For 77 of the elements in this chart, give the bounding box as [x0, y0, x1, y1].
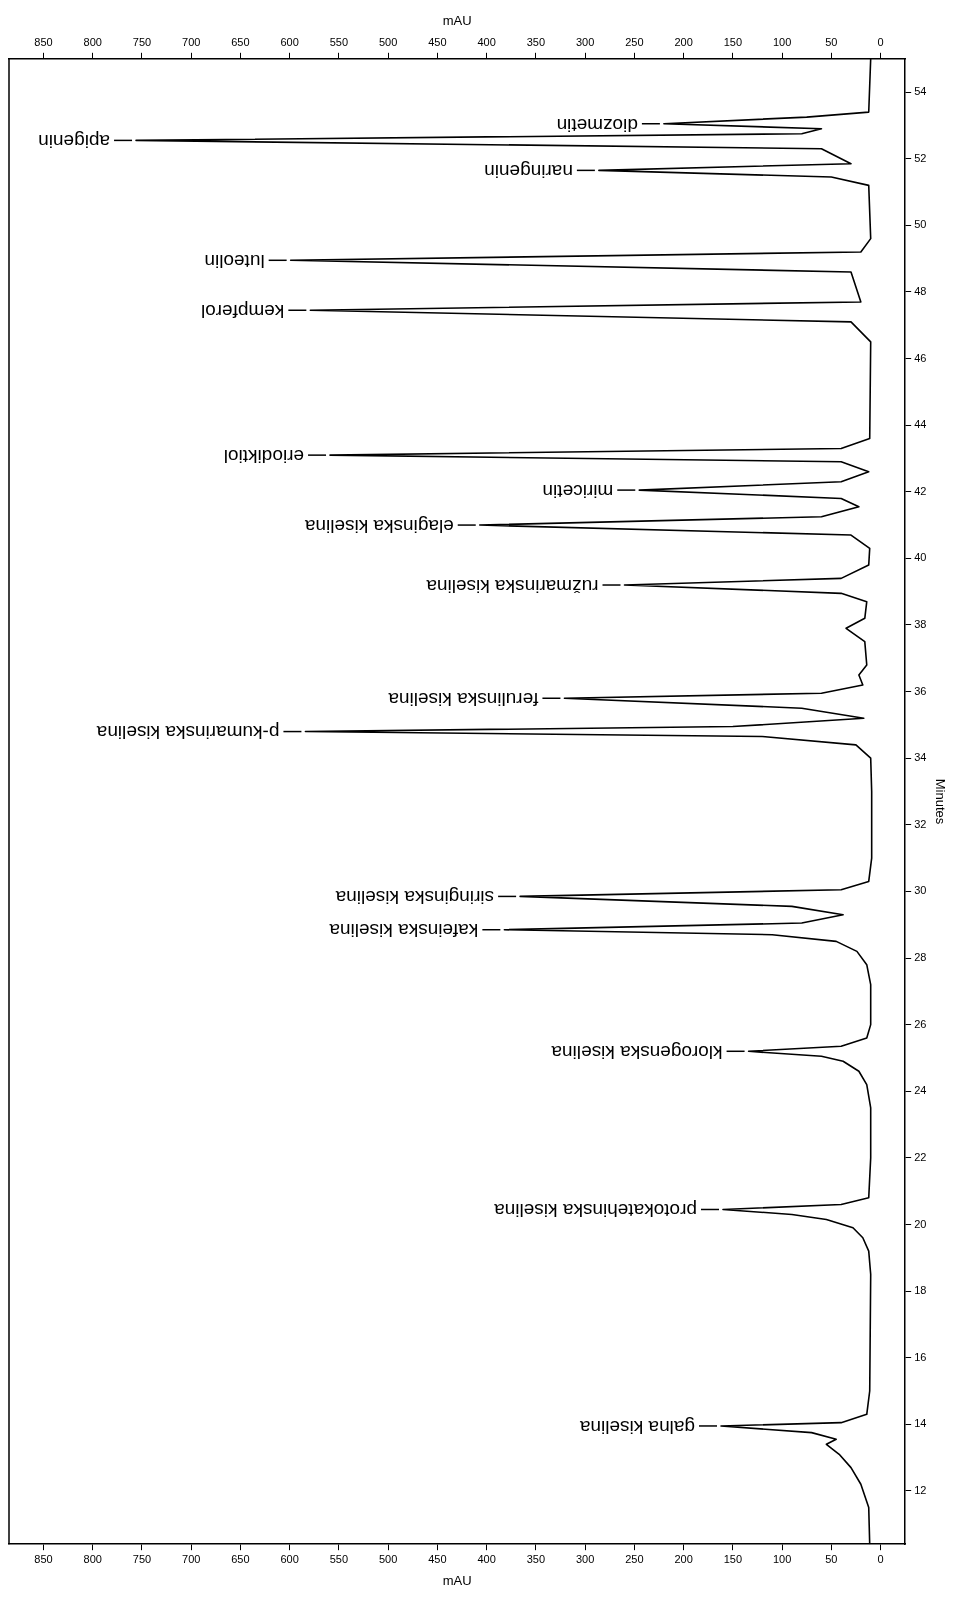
annotation: protokatehinska kiselina — [493, 1200, 697, 1222]
annotation: kafeinska kiselina — [329, 920, 479, 942]
y-axis-title: Minutes — [932, 778, 948, 825]
x2-tick-label: 0 — [877, 36, 884, 49]
x-tick-label: 550 — [329, 1552, 349, 1565]
annotation: naringenin — [484, 161, 573, 183]
annotation: apigenin — [38, 131, 111, 153]
y-tick-label: 38 — [914, 618, 927, 631]
y-tick-label: 36 — [914, 684, 927, 697]
annotation: kempferol — [200, 301, 285, 323]
annotation: miricetin — [542, 480, 614, 502]
x2-tick-label: 850 — [34, 36, 53, 49]
x-tick-label: 800 — [83, 1552, 102, 1565]
x2-tick-label: 550 — [329, 36, 349, 49]
x-tick-label: 150 — [723, 1552, 743, 1565]
x2-tick-label: 200 — [674, 36, 693, 49]
x2-tick-label: 750 — [132, 36, 152, 49]
annotation: diozmetin — [556, 114, 638, 136]
y-tick-label: 22 — [914, 1150, 927, 1163]
y-tick-label: 48 — [914, 284, 927, 297]
x2-tick-label: 250 — [625, 36, 644, 49]
x-tick-label: 350 — [526, 1552, 546, 1565]
y-tick-label: 20 — [914, 1217, 927, 1230]
y-tick-label: 14 — [914, 1417, 927, 1430]
y-tick-label: 26 — [914, 1017, 927, 1030]
annotation: eriodiktiol — [223, 445, 305, 467]
y-tick-label: 30 — [914, 884, 927, 897]
annotation: luteolin — [204, 251, 265, 273]
x-tick-label: 700 — [182, 1552, 201, 1565]
x2-tick-label: 450 — [428, 36, 447, 49]
x-tick-label: 650 — [231, 1552, 250, 1565]
x2-tick-label: 600 — [280, 36, 299, 49]
y-tick-label: 12 — [914, 1483, 927, 1496]
annotation: siringinska kiselina — [335, 887, 495, 909]
x2-tick-label: 150 — [723, 36, 743, 49]
x2-tick-label: 650 — [231, 36, 250, 49]
x-tick-label: 50 — [825, 1552, 838, 1565]
y-tick-label: 34 — [914, 751, 927, 764]
y-tick-label: 24 — [914, 1084, 927, 1097]
y-tick-label: 42 — [914, 484, 927, 497]
y-tick-label: 44 — [914, 418, 927, 431]
x-tick-label: 300 — [575, 1552, 595, 1565]
y-tick-label: 50 — [914, 218, 927, 231]
x2-tick-label: 50 — [825, 36, 838, 49]
y-tick-label: 52 — [914, 151, 927, 164]
annotation: klorogenska kiselina — [551, 1042, 723, 1064]
x2-axis-title: mAU — [442, 13, 472, 29]
x-tick-label: 400 — [477, 1552, 496, 1565]
x2-tick-label: 800 — [83, 36, 102, 49]
annotation: p-kumarinska kiselina — [96, 722, 280, 744]
annotation: ružmarinska kiselina — [425, 575, 599, 597]
y-tick-label: 32 — [914, 817, 927, 830]
x2-tick-label: 700 — [182, 36, 201, 49]
x-tick-label: 600 — [280, 1552, 299, 1565]
y-tick-label: 16 — [914, 1350, 927, 1363]
x2-tick-label: 400 — [477, 36, 496, 49]
x-tick-label: 750 — [132, 1552, 152, 1565]
y-tick-label: 46 — [914, 351, 927, 364]
x-tick-label: 850 — [34, 1552, 53, 1565]
x-tick-label: 250 — [625, 1552, 644, 1565]
x2-tick-label: 350 — [526, 36, 546, 49]
annotation: ferulinska kiselina — [388, 689, 539, 711]
x-axis-title: mAU — [442, 1572, 472, 1588]
annotation: galna kiselina — [579, 1416, 696, 1438]
x-tick-label: 100 — [772, 1552, 792, 1565]
annotation: elaginska kiselina — [304, 515, 454, 537]
y-tick-label: 54 — [914, 85, 927, 98]
x-tick-label: 200 — [674, 1552, 693, 1565]
x2-tick-label: 500 — [378, 36, 398, 49]
x-tick-label: 500 — [378, 1552, 398, 1565]
x-tick-label: 450 — [428, 1552, 447, 1565]
y-tick-label: 40 — [914, 551, 927, 564]
x2-tick-label: 300 — [575, 36, 595, 49]
x-tick-label: 0 — [877, 1552, 884, 1565]
x2-tick-label: 100 — [772, 36, 792, 49]
y-tick-label: 18 — [914, 1284, 927, 1297]
y-tick-label: 28 — [914, 951, 927, 964]
